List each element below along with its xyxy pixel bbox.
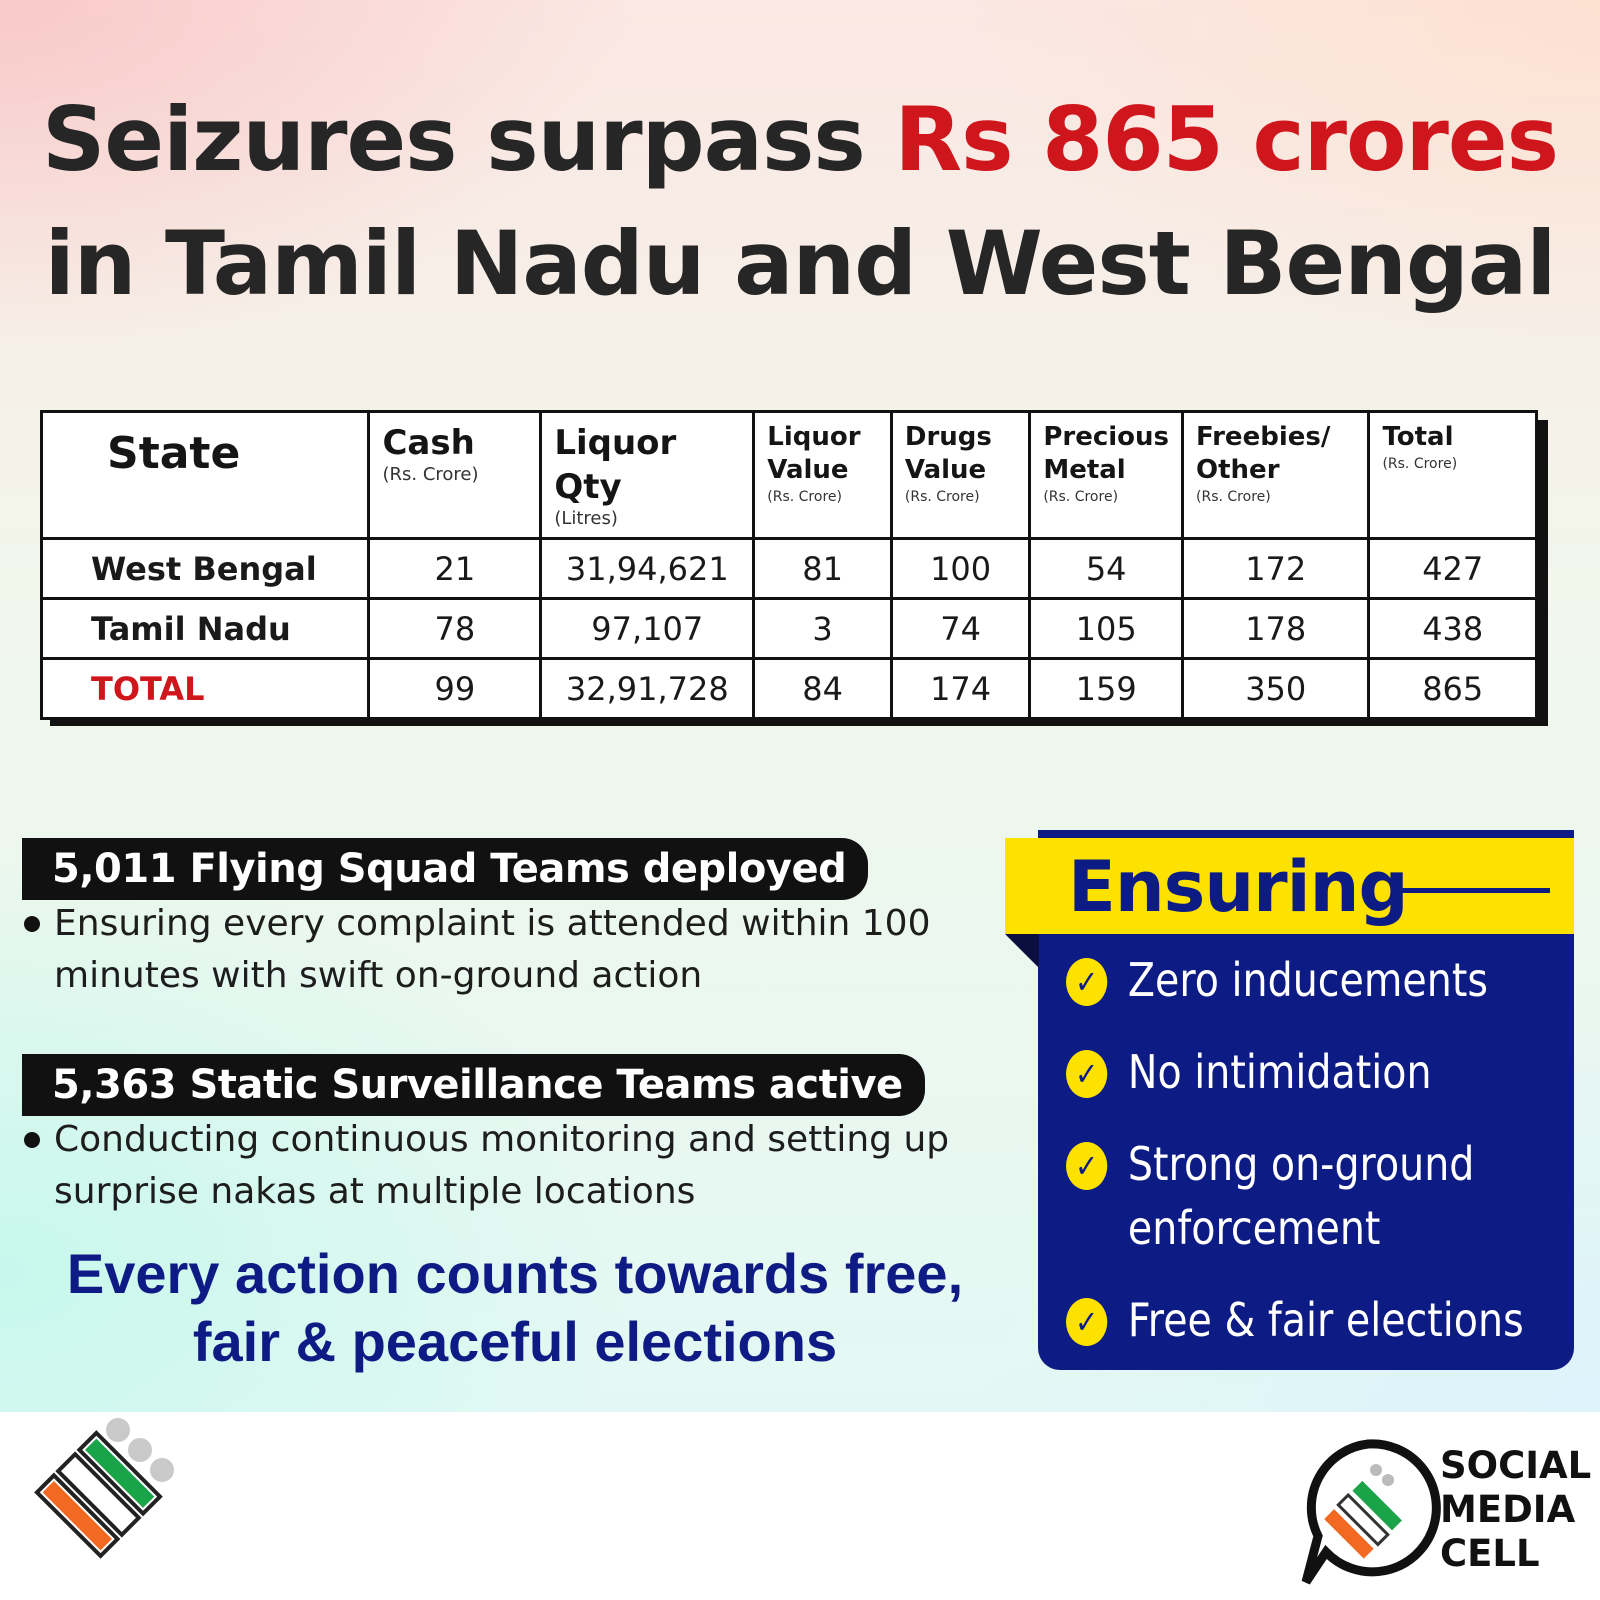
- freebies-value: 172: [1181, 537, 1371, 600]
- social-media-cell-label: SOCIAL MEDIA CELL: [1440, 1444, 1600, 1576]
- cash-value: 99: [367, 657, 543, 720]
- flying-squad-heading: 5,011 Flying Squad Teams deployed: [22, 838, 869, 900]
- table-row-total: TOTAL 99 32,91,728 84 174 159 350 865: [39, 657, 1538, 720]
- ensuring-item: ✓ No intimidation: [1066, 1040, 1558, 1104]
- ensuring-item-label: Zero inducements: [1127, 953, 1488, 1007]
- ensuring-item: ✓ Strong on-ground enforcement: [1066, 1132, 1558, 1260]
- ensuring-rule: [1400, 888, 1550, 893]
- tagline-line-1: Every action counts towards free,: [66, 1242, 964, 1305]
- liquor-qty-value: 31,94,621: [539, 537, 756, 600]
- static-surveillance-text: Conducting continuous monitoring and set…: [22, 1114, 1014, 1218]
- election-commission-logo: [34, 1418, 174, 1559]
- column-header-total: Total (Rs. Crore): [1367, 410, 1538, 540]
- drugs-value: 100: [889, 537, 1032, 600]
- headline-part-1: Seizures surpass: [42, 88, 895, 191]
- state-name: West Bengal: [39, 537, 371, 600]
- total-value: 865: [1367, 657, 1538, 720]
- precious-metal-value: 159: [1028, 657, 1185, 720]
- freebies-value: 178: [1181, 597, 1371, 660]
- smc-line-3: CELL: [1440, 1532, 1540, 1575]
- state-name: Tamil Nadu: [39, 597, 371, 660]
- precious-metal-value: 105: [1028, 597, 1185, 660]
- check-icon: ✓: [1066, 1298, 1108, 1346]
- ensuring-title: Ensuring: [1068, 846, 1409, 928]
- check-icon: ✓: [1066, 1050, 1108, 1098]
- ensuring-item-label: No intimidation: [1127, 1045, 1432, 1099]
- liquor-value: 81: [752, 537, 893, 600]
- total-value: 438: [1367, 597, 1538, 660]
- drugs-value: 174: [889, 657, 1032, 720]
- ensuring-item-label: Strong on-ground enforcement: [1127, 1137, 1475, 1255]
- social-media-cell-logo: [1301, 1439, 1441, 1585]
- column-header-state: State: [39, 410, 371, 540]
- column-header-cash: Cash (Rs. Crore): [367, 410, 543, 540]
- seizure-table: State Cash (Rs. Crore) Liquor Qty (Litres)…: [39, 410, 1538, 720]
- liquor-qty-value: 97,107: [539, 597, 756, 660]
- liquor-qty-value: 32,91,728: [539, 657, 756, 720]
- column-header-precious-metal: Precious Metal (Rs. Crore): [1028, 410, 1185, 540]
- table-row-tamil-nadu: Tamil Nadu 78 97,107 3 74 105 178 438: [39, 597, 1538, 660]
- liquor-value: 84: [752, 657, 893, 720]
- headline-line-2: in Tamil Nadu and West Bengal: [44, 212, 1557, 315]
- check-icon: ✓: [1066, 1142, 1108, 1190]
- total-value: 427: [1367, 537, 1538, 600]
- total-label: TOTAL: [39, 657, 371, 720]
- tagline: Every action counts towards free, fair &…: [0, 1240, 1030, 1376]
- column-header-liquor-value: Liquor Value (Rs. Crore): [752, 410, 893, 540]
- freebies-value: 350: [1181, 657, 1371, 720]
- static-surveillance-heading: 5,363 Static Surveillance Teams active: [22, 1054, 925, 1116]
- headline-line-1: Seizures surpass Rs 865 crores: [0, 78, 1600, 202]
- smc-line-1: SOCIAL: [1440, 1444, 1592, 1487]
- banner-fold: [1005, 934, 1039, 968]
- precious-metal-value: 54: [1028, 537, 1185, 600]
- seizure-table-card: State Cash (Rs. Crore) Liquor Qty (Litres)…: [39, 410, 1548, 726]
- drugs-value: 74: [889, 597, 1032, 660]
- cash-value: 78: [367, 597, 543, 660]
- headline: Seizures surpass Rs 865 crores in Tamil …: [0, 78, 1600, 326]
- column-header-freebies-other: Freebies/ Other (Rs. Crore): [1181, 410, 1371, 540]
- table-header-row: State Cash (Rs. Crore) Liquor Qty (Litres)…: [39, 410, 1538, 540]
- flying-squad-text: Ensuring every complaint is attended wit…: [22, 898, 1014, 1002]
- ensuring-item: ✓ Zero inducements: [1066, 948, 1558, 1012]
- column-header-liquor-qty: Liquor Qty (Litres): [539, 410, 756, 540]
- smc-line-2: MEDIA: [1440, 1488, 1576, 1531]
- tagline-line-2: fair & peaceful elections: [192, 1310, 838, 1373]
- ensuring-item-label: Free & fair elections: [1127, 1293, 1524, 1347]
- ensuring-item: ✓ Free & fair elections: [1066, 1288, 1558, 1352]
- table-row-west-bengal: West Bengal 21 31,94,621 81 100 54 172 4…: [39, 537, 1538, 600]
- headline-highlight: Rs 865 crores: [894, 88, 1559, 191]
- cash-value: 21: [367, 537, 543, 600]
- check-icon: ✓: [1066, 958, 1108, 1006]
- liquor-value: 3: [752, 597, 893, 660]
- column-header-drugs-value: Drugs Value (Rs. Crore): [889, 410, 1032, 540]
- ensuring-banner: [1005, 838, 1574, 934]
